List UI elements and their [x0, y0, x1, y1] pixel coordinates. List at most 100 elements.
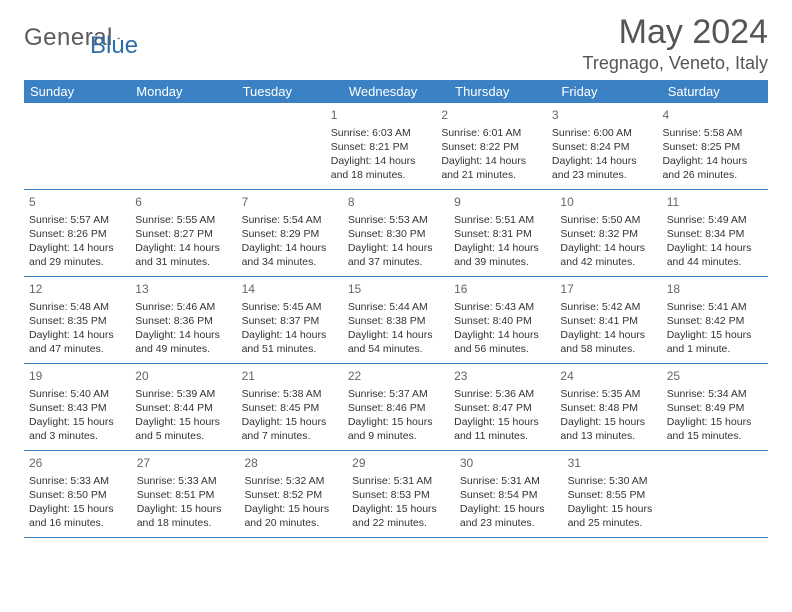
sunrise-line: Sunrise: 5:41 AM	[667, 300, 763, 314]
sunrise-line: Sunrise: 6:03 AM	[331, 126, 432, 140]
sunset-line: Sunset: 8:30 PM	[348, 227, 444, 241]
day-number: 19	[29, 368, 125, 384]
header: General Blue May 2024 Tregnago, Veneto, …	[24, 14, 768, 74]
day-cell: 28Sunrise: 5:32 AMSunset: 8:52 PMDayligh…	[239, 451, 347, 537]
sunset-line: Sunset: 8:31 PM	[454, 227, 550, 241]
sunrise-line: Sunrise: 5:42 AM	[560, 300, 656, 314]
daylight-line: Daylight: 14 hours and 26 minutes.	[662, 154, 763, 182]
day-header-sun: Sunday	[24, 80, 130, 103]
daylight-line: Daylight: 15 hours and 25 minutes.	[568, 502, 666, 530]
daylight-line: Daylight: 15 hours and 16 minutes.	[29, 502, 127, 530]
sunset-line: Sunset: 8:42 PM	[667, 314, 763, 328]
daylight-line: Daylight: 15 hours and 3 minutes.	[29, 415, 125, 443]
sunset-line: Sunset: 8:53 PM	[352, 488, 450, 502]
daylight-line: Daylight: 14 hours and 39 minutes.	[454, 241, 550, 269]
sunset-line: Sunset: 8:35 PM	[29, 314, 125, 328]
day-cell: 5Sunrise: 5:57 AMSunset: 8:26 PMDaylight…	[24, 190, 130, 276]
daylight-line: Daylight: 14 hours and 44 minutes.	[667, 241, 763, 269]
sunrise-line: Sunrise: 5:48 AM	[29, 300, 125, 314]
daylight-line: Daylight: 14 hours and 31 minutes.	[135, 241, 231, 269]
day-number: 9	[454, 194, 550, 210]
sunrise-line: Sunrise: 6:00 AM	[552, 126, 653, 140]
day-number: 22	[348, 368, 444, 384]
day-number: 23	[454, 368, 550, 384]
daylight-line: Daylight: 14 hours and 23 minutes.	[552, 154, 653, 182]
daylight-line: Daylight: 14 hours and 47 minutes.	[29, 328, 125, 356]
sunset-line: Sunset: 8:50 PM	[29, 488, 127, 502]
sunrise-line: Sunrise: 5:45 AM	[242, 300, 338, 314]
day-number: 16	[454, 281, 550, 297]
daylight-line: Daylight: 14 hours and 21 minutes.	[441, 154, 542, 182]
sunrise-line: Sunrise: 5:32 AM	[244, 474, 342, 488]
day-cell: 7Sunrise: 5:54 AMSunset: 8:29 PMDaylight…	[237, 190, 343, 276]
daylight-line: Daylight: 15 hours and 5 minutes.	[135, 415, 231, 443]
sunrise-line: Sunrise: 6:01 AM	[441, 126, 542, 140]
sunset-line: Sunset: 8:44 PM	[135, 401, 231, 415]
day-number: 6	[135, 194, 231, 210]
day-number: 7	[242, 194, 338, 210]
empty-cell	[24, 103, 125, 189]
daylight-line: Daylight: 15 hours and 22 minutes.	[352, 502, 450, 530]
daylight-line: Daylight: 14 hours and 37 minutes.	[348, 241, 444, 269]
sunset-line: Sunset: 8:55 PM	[568, 488, 666, 502]
sunset-line: Sunset: 8:40 PM	[454, 314, 550, 328]
day-cell: 24Sunrise: 5:35 AMSunset: 8:48 PMDayligh…	[555, 364, 661, 450]
day-number: 26	[29, 455, 127, 471]
daylight-line: Daylight: 15 hours and 13 minutes.	[560, 415, 656, 443]
day-number: 11	[667, 194, 763, 210]
day-cell: 30 Sunrise: 5:31 AMSunset: 8:54 PMDayligh…	[455, 451, 563, 537]
sunset-line: Sunset: 8:25 PM	[662, 140, 763, 154]
sunrise-line: Sunrise: 5:36 AM	[454, 387, 550, 401]
sunrise-line: Sunrise: 5:35 AM	[560, 387, 656, 401]
sunrise-line: Sunrise: 5:39 AM	[135, 387, 231, 401]
sunset-line: Sunset: 8:48 PM	[560, 401, 656, 415]
sunset-line: Sunset: 8:24 PM	[552, 140, 653, 154]
sunset-line: Sunset: 8:29 PM	[242, 227, 338, 241]
day-cell: 9Sunrise: 5:51 AMSunset: 8:31 PMDaylight…	[449, 190, 555, 276]
daylight-line: Daylight: 14 hours and 42 minutes.	[560, 241, 656, 269]
daylight-line: Daylight: 15 hours and 20 minutes.	[244, 502, 342, 530]
week-row: 19Sunrise: 5:40 AMSunset: 8:43 PMDayligh…	[24, 364, 768, 451]
daylight-line: Daylight: 14 hours and 29 minutes.	[29, 241, 125, 269]
empty-cell	[125, 103, 226, 189]
daylight-line: Daylight: 15 hours and 15 minutes.	[667, 415, 763, 443]
sunrise-line: Sunrise: 5:30 AM	[568, 474, 666, 488]
day-number: 28	[244, 455, 342, 471]
day-cell: 29Sunrise: 5:31 AMSunset: 8:53 PMDayligh…	[347, 451, 455, 537]
sunset-line: Sunset: 8:51 PM	[137, 488, 235, 502]
day-cell: 16Sunrise: 5:43 AMSunset: 8:40 PMDayligh…	[449, 277, 555, 363]
day-number: 25	[667, 368, 763, 384]
day-number: 30	[460, 455, 558, 471]
day-number: 8	[348, 194, 444, 210]
sunrise-line: Sunrise: 5:58 AM	[662, 126, 763, 140]
day-header-sat: Saturday	[662, 80, 768, 103]
day-cell: 3Sunrise: 6:00 AMSunset: 8:24 PMDaylight…	[547, 103, 658, 189]
day-cell: 1Sunrise: 6:03 AMSunset: 8:21 PMDaylight…	[326, 103, 437, 189]
daylight-line: Daylight: 15 hours and 23 minutes.	[460, 502, 558, 530]
day-number: 18	[667, 281, 763, 297]
day-cell: 25Sunrise: 5:34 AMSunset: 8:49 PMDayligh…	[662, 364, 768, 450]
month-title: May 2024	[583, 14, 768, 51]
day-header-thu: Thursday	[449, 80, 555, 103]
sunset-line: Sunset: 8:49 PM	[667, 401, 763, 415]
day-cell: 8 Sunrise: 5:53 AMSunset: 8:30 PMDaylight…	[343, 190, 449, 276]
day-cell: 21Sunrise: 5:38 AMSunset: 8:45 PMDayligh…	[237, 364, 343, 450]
sunrise-line: Sunrise: 5:50 AM	[560, 213, 656, 227]
day-header-wed: Wednesday	[343, 80, 449, 103]
sunrise-line: Sunrise: 5:38 AM	[242, 387, 338, 401]
day-number: 1	[331, 107, 432, 123]
empty-cell	[670, 451, 768, 537]
sunrise-line: Sunrise: 5:31 AM	[460, 474, 558, 488]
sunset-line: Sunset: 8:45 PM	[242, 401, 338, 415]
week-row: 1Sunrise: 6:03 AMSunset: 8:21 PMDaylight…	[24, 103, 768, 190]
sunset-line: Sunset: 8:38 PM	[348, 314, 444, 328]
day-cell: 10Sunrise: 5:50 AMSunset: 8:32 PMDayligh…	[555, 190, 661, 276]
day-cell: 6Sunrise: 5:55 AMSunset: 8:27 PMDaylight…	[130, 190, 236, 276]
daylight-line: Daylight: 15 hours and 18 minutes.	[137, 502, 235, 530]
day-header-tue: Tuesday	[237, 80, 343, 103]
sunrise-line: Sunrise: 5:53 AM	[348, 213, 444, 227]
sunset-line: Sunset: 8:47 PM	[454, 401, 550, 415]
sunset-line: Sunset: 8:54 PM	[460, 488, 558, 502]
daylight-line: Daylight: 15 hours and 9 minutes.	[348, 415, 444, 443]
week-row: 12Sunrise: 5:48 AMSunset: 8:35 PMDayligh…	[24, 277, 768, 364]
